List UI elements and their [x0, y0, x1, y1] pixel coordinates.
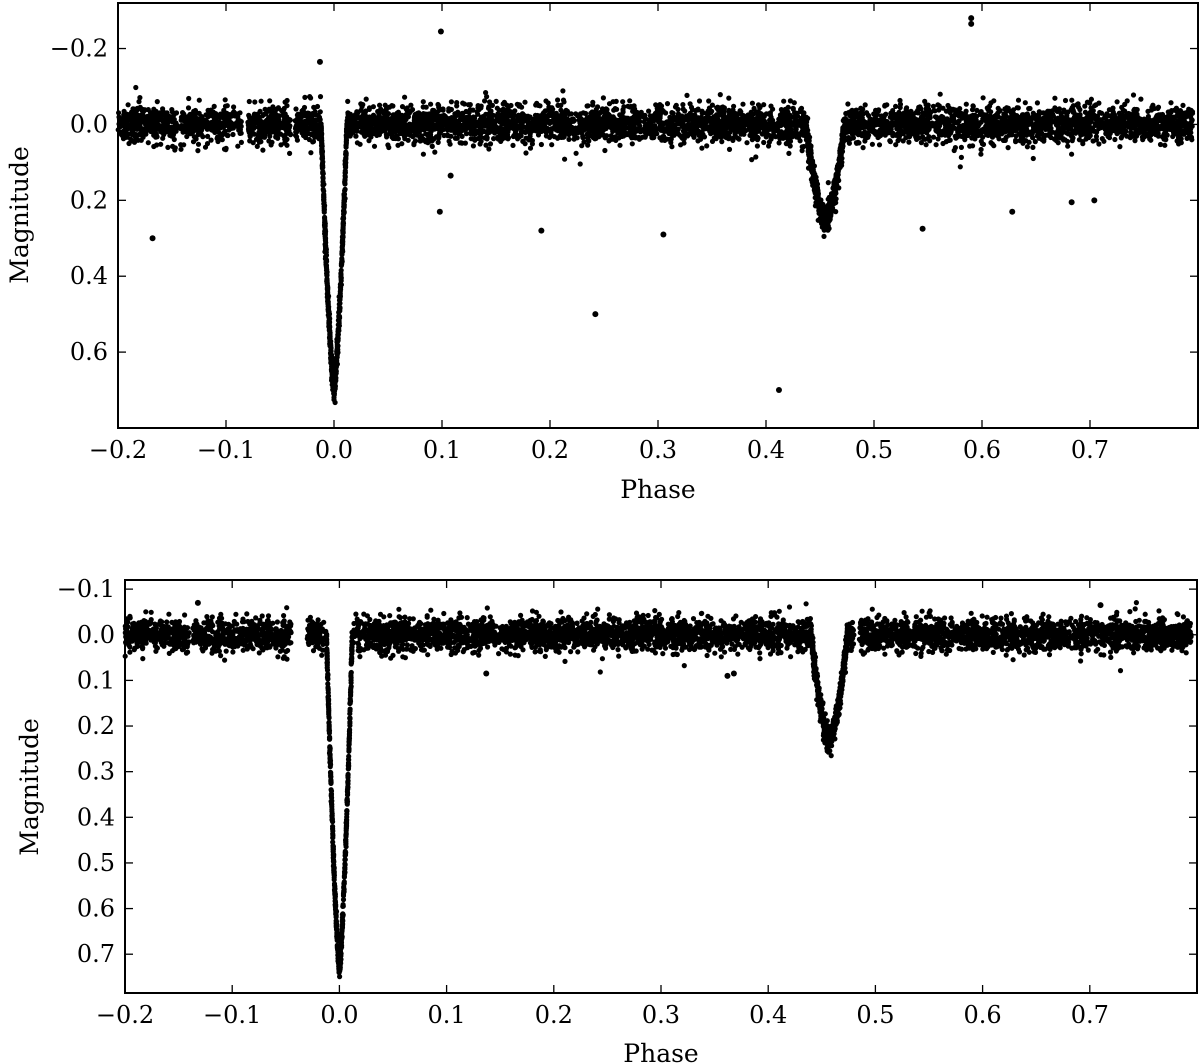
x-tick-label: 0.3: [642, 1001, 680, 1029]
y-tick-label: 0.6: [77, 895, 115, 923]
x-tick-label: −0.2: [96, 1001, 154, 1029]
y-tick-label: 0.3: [77, 758, 115, 786]
x-tick-label: 0.3: [639, 436, 677, 464]
outlier-point: [968, 20, 975, 27]
outlier-point: [194, 599, 201, 606]
y-tick-label: 0.0: [77, 621, 115, 649]
x-tick-label: 0.0: [320, 1001, 358, 1029]
outlier-point: [1091, 197, 1098, 204]
x-tick-label: 0.7: [1071, 436, 1109, 464]
y-tick-label: 0.4: [70, 262, 108, 290]
y-tick-label: 0.7: [77, 940, 115, 968]
bottom-x-axis-title: Phase: [623, 1039, 698, 1064]
bottom-y-axis-title: Magnitude: [15, 718, 44, 856]
x-tick-label: 0.4: [749, 1001, 787, 1029]
outlier-point: [660, 231, 667, 238]
y-tick-label: 0.0: [70, 110, 108, 138]
y-tick-label: 0.5: [77, 849, 115, 877]
bottom-data-points: [122, 599, 1194, 980]
outlier-point: [447, 172, 454, 179]
x-tick-label: −0.1: [197, 436, 255, 464]
x-tick-label: 0.5: [856, 1001, 894, 1029]
top-y-axis-title: Magnitude: [5, 146, 34, 284]
x-tick-label: 0.2: [531, 436, 569, 464]
x-tick-label: 0.6: [963, 436, 1001, 464]
bottom-light-curve-panel: −0.2 −0.1 0.0 0.1 0.2 0.3 0.4 0.5 0.6 0.7 −0.1 0.0 0…: [15, 575, 1198, 1064]
bottom-axis-ticks: −0.2 −0.1 0.0 0.1 0.2 0.3 0.4 0.5 0.6 0.7 −0.1 0.0 0…: [57, 575, 1197, 1029]
x-tick-label: 0.1: [423, 436, 461, 464]
y-tick-label: −0.2: [50, 35, 108, 63]
outlier-point: [730, 670, 737, 677]
outlier-point: [1009, 208, 1016, 215]
outlier-point: [538, 227, 545, 234]
x-tick-label: 0.1: [428, 1001, 466, 1029]
outlier-point: [592, 311, 599, 318]
light-curve-points: [115, 84, 1196, 406]
y-tick-label: 0.4: [77, 803, 115, 831]
outlier-point: [483, 670, 490, 677]
y-tick-label: 0.1: [77, 666, 115, 694]
x-tick-label: 0.7: [1071, 1001, 1109, 1029]
y-tick-label: −0.1: [57, 575, 115, 603]
x-tick-label: 0.5: [855, 436, 893, 464]
outlier-point: [1068, 199, 1075, 206]
top-light-curve-panel: −0.2 −0.1 0.0 0.1 0.2 0.3 0.4 0.5 0.6 0.7 −0.2 0.0 0…: [5, 2, 1199, 504]
outlier-point: [968, 15, 975, 22]
y-tick-label: 0.2: [77, 712, 115, 740]
x-tick-label: −0.1: [203, 1001, 261, 1029]
x-tick-label: 0.2: [535, 1001, 573, 1029]
x-tick-label: 0.4: [747, 436, 785, 464]
outlier-point: [316, 58, 323, 65]
top-x-axis-title: Phase: [620, 475, 695, 504]
x-tick-label: 0.0: [315, 436, 353, 464]
top-data-points: [115, 15, 1196, 406]
y-tick-label: 0.2: [70, 186, 108, 214]
top-plot-frame: [117, 2, 1199, 429]
outlier-point: [436, 208, 443, 215]
outlier-point: [1097, 602, 1104, 609]
light-curve-points: [122, 599, 1194, 980]
outlier-point: [775, 387, 782, 394]
top-axis-ticks: −0.2 −0.1 0.0 0.1 0.2 0.3 0.4 0.5 0.6 0.7 −0.2 0.0 0…: [50, 3, 1198, 464]
outlier-point: [149, 235, 156, 242]
x-tick-label: 0.6: [964, 1001, 1002, 1029]
x-tick-label: −0.2: [89, 436, 147, 464]
outlier-point: [919, 225, 926, 232]
outlier-point: [437, 28, 444, 35]
outlier-point: [724, 672, 731, 679]
y-tick-label: 0.6: [70, 338, 108, 366]
